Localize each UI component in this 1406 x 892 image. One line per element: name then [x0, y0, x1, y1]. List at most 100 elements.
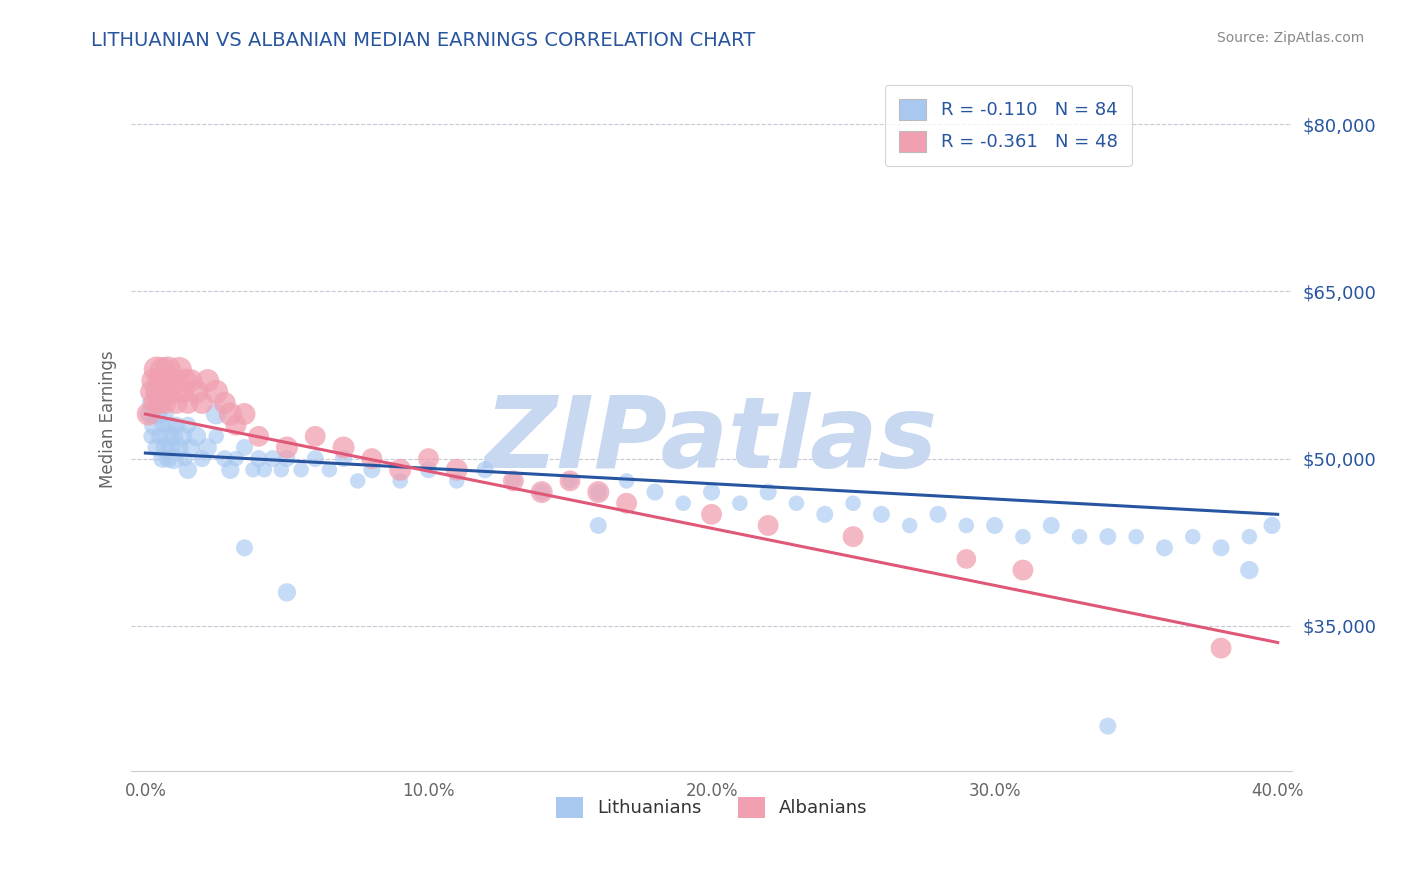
- Legend: Lithuanians, Albanians: Lithuanians, Albanians: [548, 789, 875, 825]
- Point: [1012, 530, 1035, 544]
- Point: [163, 374, 186, 388]
- Point: [842, 496, 865, 510]
- Text: Source: ZipAtlas.com: Source: ZipAtlas.com: [1216, 31, 1364, 45]
- Point: [502, 474, 524, 488]
- Point: [157, 362, 180, 376]
- Point: [955, 552, 977, 566]
- Point: [446, 463, 468, 477]
- Point: [145, 441, 167, 455]
- Point: [197, 441, 219, 455]
- Point: [142, 396, 165, 410]
- Point: [155, 441, 177, 455]
- Point: [177, 463, 200, 477]
- Point: [360, 451, 382, 466]
- Text: ZIPatlas: ZIPatlas: [485, 392, 938, 489]
- Point: [155, 374, 177, 388]
- Point: [233, 541, 256, 555]
- Point: [180, 441, 202, 455]
- Point: [389, 474, 412, 488]
- Point: [148, 396, 170, 410]
- Point: [1209, 641, 1232, 656]
- Point: [418, 451, 440, 466]
- Point: [157, 429, 180, 443]
- Point: [756, 518, 779, 533]
- Point: [262, 451, 284, 466]
- Point: [1153, 541, 1175, 555]
- Point: [1097, 530, 1119, 544]
- Point: [177, 396, 200, 410]
- Point: [197, 374, 219, 388]
- Point: [180, 374, 202, 388]
- Point: [270, 463, 292, 477]
- Point: [155, 407, 177, 421]
- Point: [177, 418, 200, 433]
- Point: [148, 429, 170, 443]
- Point: [214, 451, 236, 466]
- Point: [785, 496, 807, 510]
- Point: [1012, 563, 1035, 577]
- Point: [389, 463, 412, 477]
- Point: [157, 451, 180, 466]
- Point: [145, 362, 167, 376]
- Point: [150, 384, 173, 399]
- Point: [253, 463, 276, 477]
- Point: [502, 474, 524, 488]
- Point: [160, 441, 183, 455]
- Point: [225, 418, 247, 433]
- Point: [186, 429, 208, 443]
- Point: [588, 485, 610, 500]
- Point: [148, 396, 170, 410]
- Point: [588, 518, 610, 533]
- Point: [150, 362, 173, 376]
- Point: [142, 374, 165, 388]
- Point: [1097, 719, 1119, 733]
- Point: [233, 441, 256, 455]
- Point: [247, 429, 270, 443]
- Point: [530, 485, 553, 500]
- Point: [588, 485, 610, 500]
- Point: [672, 496, 695, 510]
- Point: [1069, 530, 1091, 544]
- Point: [290, 463, 312, 477]
- Point: [142, 384, 165, 399]
- Point: [136, 407, 159, 421]
- Point: [150, 451, 173, 466]
- Point: [814, 508, 837, 522]
- Point: [205, 384, 228, 399]
- Point: [205, 429, 228, 443]
- Point: [150, 418, 173, 433]
- Point: [558, 474, 581, 488]
- Point: [169, 362, 191, 376]
- Point: [214, 396, 236, 410]
- Point: [332, 451, 354, 466]
- Point: [276, 585, 298, 599]
- Point: [276, 451, 298, 466]
- Point: [1125, 530, 1147, 544]
- Point: [332, 441, 354, 455]
- Point: [870, 508, 893, 522]
- Point: [1181, 530, 1204, 544]
- Point: [446, 474, 468, 488]
- Point: [898, 518, 921, 533]
- Point: [1040, 518, 1063, 533]
- Point: [616, 474, 638, 488]
- Point: [247, 451, 270, 466]
- Point: [219, 407, 242, 421]
- Point: [1239, 563, 1261, 577]
- Point: [842, 530, 865, 544]
- Point: [186, 384, 208, 399]
- Point: [1261, 518, 1284, 533]
- Point: [172, 384, 194, 399]
- Point: [225, 451, 247, 466]
- Point: [304, 429, 326, 443]
- Point: [139, 396, 162, 410]
- Point: [756, 485, 779, 500]
- Text: LITHUANIAN VS ALBANIAN MEDIAN EARNINGS CORRELATION CHART: LITHUANIAN VS ALBANIAN MEDIAN EARNINGS C…: [91, 31, 755, 50]
- Point: [191, 396, 214, 410]
- Point: [242, 463, 264, 477]
- Point: [172, 429, 194, 443]
- Point: [139, 429, 162, 443]
- Point: [160, 384, 183, 399]
- Y-axis label: Median Earnings: Median Earnings: [100, 351, 117, 489]
- Point: [1209, 541, 1232, 555]
